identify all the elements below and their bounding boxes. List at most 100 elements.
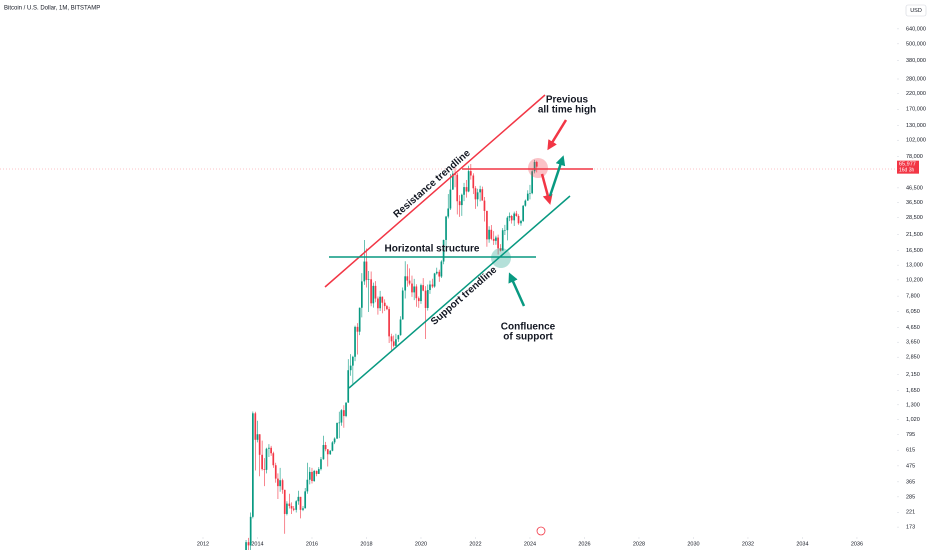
x-tick-label: 2016	[306, 541, 318, 547]
candle-body	[467, 171, 470, 192]
candle-body	[440, 261, 443, 277]
annotation: Confluence	[501, 322, 556, 333]
candle-body	[445, 216, 447, 240]
candle-body	[270, 447, 272, 454]
candle-body	[535, 161, 538, 167]
y-tick-label: 500,000	[906, 41, 926, 47]
candle-body	[311, 471, 313, 482]
candle-body	[461, 194, 463, 206]
candle-body	[297, 496, 300, 502]
candle-body	[469, 171, 472, 176]
candle-body	[424, 290, 427, 308]
candle-body	[452, 173, 454, 190]
candle-body	[392, 341, 395, 346]
candle-body	[413, 286, 416, 293]
candle-body	[356, 326, 359, 332]
candle-body	[529, 193, 531, 194]
y-tick-label: 1,650	[906, 388, 920, 394]
y-tick-label: 2,150	[906, 372, 920, 378]
arrow	[540, 173, 553, 205]
y-tick-label: 640,000	[906, 26, 926, 32]
candle-body	[517, 216, 520, 224]
candle-body	[513, 213, 516, 221]
candle-body	[381, 296, 384, 303]
candle-body	[506, 217, 509, 231]
candle-body	[524, 200, 527, 206]
candle-body	[374, 285, 377, 299]
candle-body	[343, 410, 345, 417]
candle-body	[315, 470, 318, 474]
y-tick-label: 2,850	[906, 355, 920, 361]
x-tick-label: 2034	[796, 541, 808, 547]
resistance-line	[324, 94, 546, 288]
axes: 640,000 500,000 380,000 280,000 220,000 170,0…	[197, 26, 926, 547]
y-tick-label: 36,500	[906, 200, 923, 206]
candle-body	[522, 205, 525, 221]
candle-body	[390, 336, 393, 342]
y-tick-label: 6,050	[906, 309, 920, 315]
last-price-box	[897, 160, 919, 174]
candle-body	[247, 542, 250, 546]
candle-body	[317, 469, 320, 474]
candle-body	[377, 298, 379, 309]
y-tick-label: 102,000	[906, 138, 926, 144]
x-tick-label: 2030	[687, 541, 699, 547]
candle-body	[395, 339, 397, 346]
candle-body	[265, 448, 268, 470]
annotation: of support	[503, 332, 553, 343]
candle-body	[324, 445, 327, 450]
y-tick-label: 365	[906, 479, 915, 485]
x-tick-label: 2024	[524, 541, 536, 547]
candle-body	[435, 271, 438, 274]
candle-body	[354, 326, 356, 357]
candle-body	[422, 285, 425, 291]
candle-body	[352, 356, 354, 366]
y-tick-label: 380,000	[906, 58, 926, 64]
candle-body	[336, 422, 338, 439]
candle-body	[372, 285, 375, 304]
annotation: Previous	[546, 95, 589, 106]
candle-body	[304, 491, 307, 509]
candle-body	[340, 410, 343, 423]
candle-body	[438, 271, 441, 277]
candle-body	[283, 489, 286, 514]
y-tick-label: 1,300	[906, 402, 920, 408]
candle-body	[520, 220, 522, 224]
y-tick-label: 173	[906, 525, 915, 531]
candle-body	[290, 506, 293, 509]
candle-body	[331, 442, 334, 451]
ath-highlight	[528, 158, 548, 178]
candle-body	[426, 290, 429, 308]
x-tick-label: 2036	[851, 541, 863, 547]
y-tick-label: 280,000	[906, 76, 926, 82]
x-tick-label: 2014	[251, 541, 263, 547]
candle-body	[501, 230, 504, 251]
y-tick-label: 130,000	[906, 123, 926, 129]
candle-body	[345, 402, 347, 417]
currency-box[interactable]	[905, 4, 927, 17]
candle-body	[308, 471, 311, 480]
y-tick-label: 3,650	[906, 340, 920, 346]
event-icon[interactable]	[536, 526, 546, 536]
candle-body	[386, 306, 388, 310]
candle-body	[274, 465, 277, 479]
candle-body	[417, 298, 420, 302]
arrow	[508, 272, 526, 307]
y-tick-label: 285	[906, 494, 915, 500]
candle-body	[258, 434, 261, 455]
candle-body	[254, 413, 257, 440]
candle-body	[361, 281, 363, 308]
candle-body	[456, 174, 459, 202]
y-tick-label: 16,500	[906, 248, 923, 254]
candle-body	[277, 478, 279, 487]
candle-body	[379, 296, 381, 309]
candle-body	[292, 508, 295, 510]
candle-body	[499, 248, 502, 251]
candle-body	[474, 188, 477, 200]
candle-body	[420, 285, 422, 302]
candle-body	[433, 273, 436, 287]
candle-body	[245, 542, 247, 550]
candle-body	[338, 422, 341, 424]
